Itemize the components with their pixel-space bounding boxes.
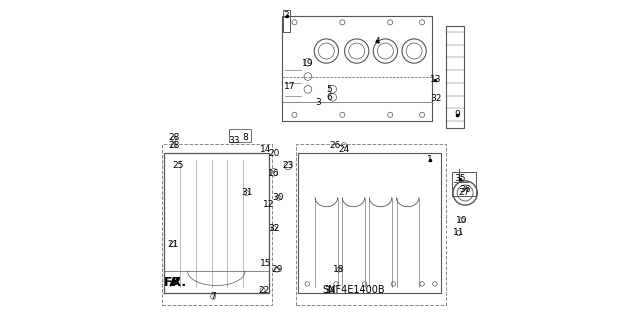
Text: 30: 30 bbox=[273, 193, 284, 202]
Text: 19: 19 bbox=[301, 59, 313, 68]
Text: 18: 18 bbox=[333, 265, 345, 274]
Text: 5: 5 bbox=[326, 85, 332, 94]
Text: 7: 7 bbox=[211, 292, 216, 301]
Text: 23: 23 bbox=[282, 161, 294, 170]
Text: 22: 22 bbox=[259, 286, 270, 295]
Text: 8: 8 bbox=[242, 133, 248, 142]
Text: 15: 15 bbox=[260, 259, 271, 268]
Text: 17: 17 bbox=[284, 82, 296, 91]
Text: 6: 6 bbox=[326, 93, 332, 102]
Text: 10: 10 bbox=[456, 216, 468, 225]
Text: 33: 33 bbox=[228, 136, 239, 145]
Bar bbox=[284, 10, 290, 32]
Bar bbox=[446, 26, 463, 128]
Text: SNF4E1400B: SNF4E1400B bbox=[322, 285, 385, 295]
Text: 29: 29 bbox=[271, 265, 283, 274]
Text: 32: 32 bbox=[430, 94, 441, 103]
Bar bbox=[229, 129, 252, 142]
Text: 24: 24 bbox=[339, 145, 349, 154]
Text: 35: 35 bbox=[454, 174, 465, 183]
Text: 3: 3 bbox=[316, 98, 321, 107]
Text: 26: 26 bbox=[330, 141, 341, 150]
Text: FR.: FR. bbox=[164, 276, 188, 289]
Text: 14: 14 bbox=[260, 145, 271, 154]
Text: 1: 1 bbox=[427, 155, 433, 164]
Text: 36: 36 bbox=[460, 185, 471, 194]
Bar bbox=[452, 172, 476, 196]
Text: 34: 34 bbox=[324, 286, 335, 295]
Text: 9: 9 bbox=[454, 110, 460, 119]
Text: 4: 4 bbox=[374, 37, 380, 46]
Text: 16: 16 bbox=[268, 169, 280, 178]
Text: 13: 13 bbox=[429, 75, 441, 84]
Text: 28: 28 bbox=[168, 133, 180, 142]
Text: 28: 28 bbox=[168, 141, 180, 150]
Text: 2: 2 bbox=[284, 11, 289, 20]
Bar bbox=[162, 144, 272, 305]
Text: 12: 12 bbox=[263, 200, 275, 209]
Text: 32: 32 bbox=[268, 224, 280, 233]
Text: 20: 20 bbox=[268, 149, 280, 158]
Text: 27: 27 bbox=[458, 189, 470, 197]
Text: 21: 21 bbox=[167, 240, 179, 249]
Text: 31: 31 bbox=[241, 189, 252, 197]
Text: 11: 11 bbox=[453, 228, 465, 237]
Text: 25: 25 bbox=[172, 161, 184, 170]
Bar bbox=[296, 144, 446, 305]
